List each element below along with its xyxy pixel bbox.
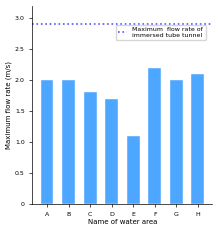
Bar bbox=[191, 74, 204, 204]
Bar bbox=[148, 68, 161, 204]
Bar bbox=[105, 99, 118, 204]
Bar bbox=[127, 136, 140, 204]
Legend: Maximum  flow rate of
immersed tube tunnel: Maximum flow rate of immersed tube tunne… bbox=[116, 24, 206, 40]
Bar bbox=[41, 80, 53, 204]
Bar bbox=[84, 92, 97, 204]
X-axis label: Name of water area: Name of water area bbox=[88, 219, 157, 225]
Bar bbox=[170, 80, 183, 204]
Y-axis label: Maximum flow rate (m/s): Maximum flow rate (m/s) bbox=[5, 61, 12, 149]
Bar bbox=[62, 80, 75, 204]
